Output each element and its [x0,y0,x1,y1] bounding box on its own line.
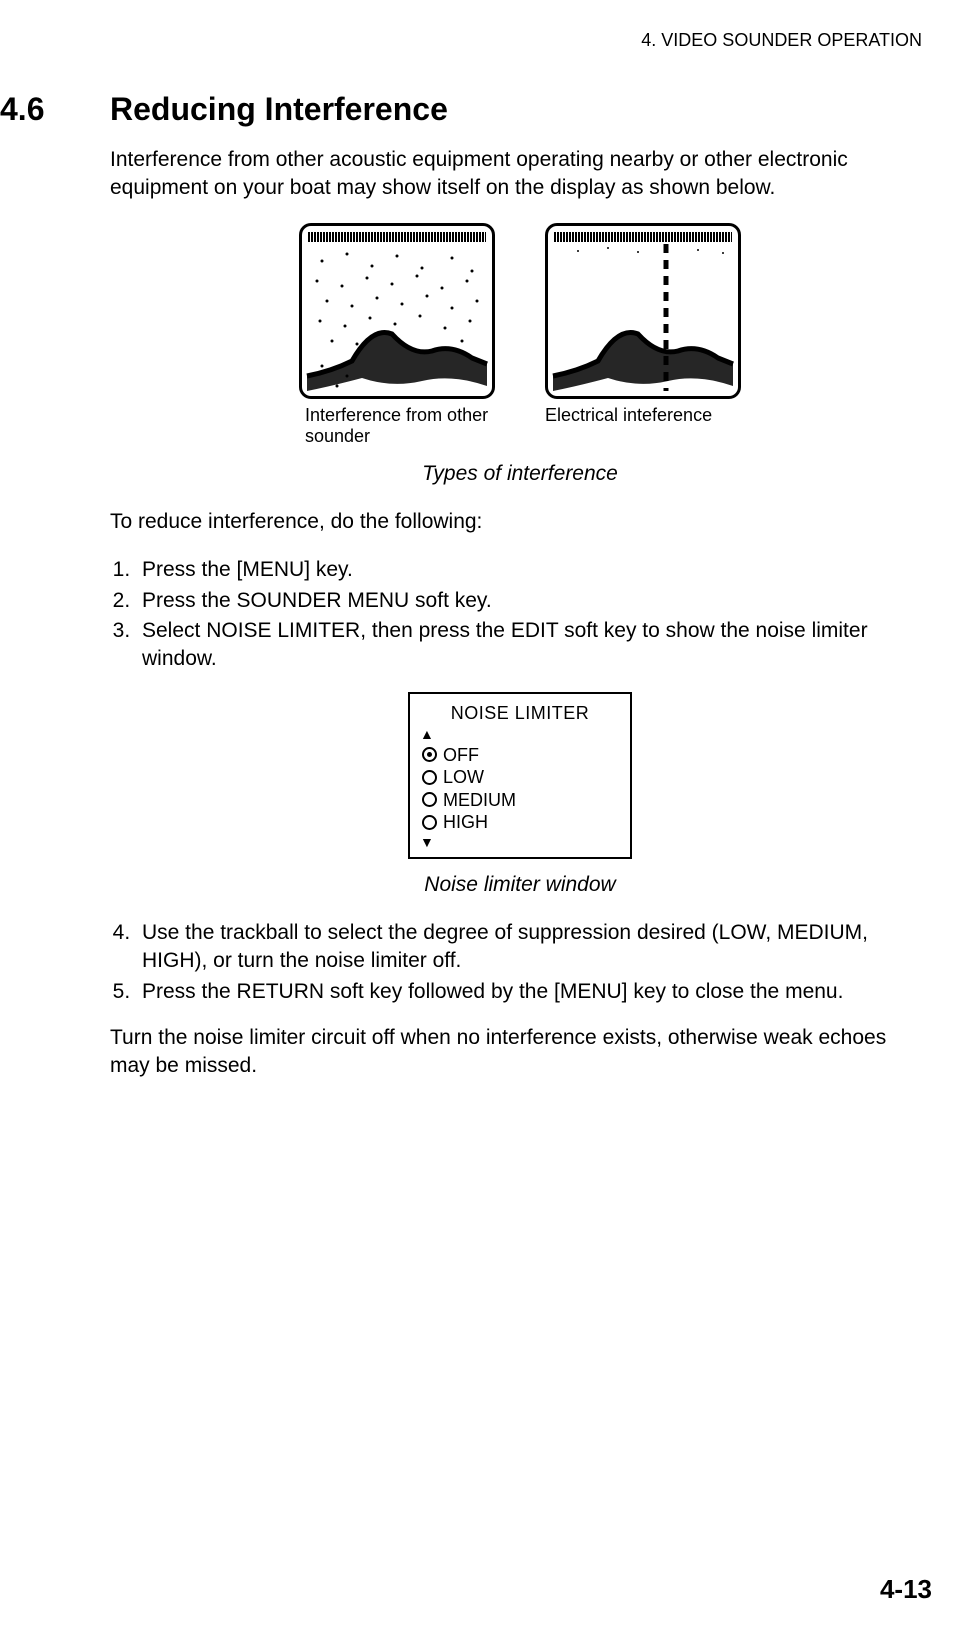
figure-left-sounder [299,223,495,399]
steps-list-a: Press the [MENU] key. Press the SOUNDER … [110,556,930,673]
figure-right-electrical [545,223,741,399]
step-5: Press the RETURN soft key followed by th… [136,978,930,1006]
radio-icon [422,792,437,807]
page-number: 4-13 [880,1574,932,1605]
menu-option-label: MEDIUM [443,789,516,812]
running-header: 4. VIDEO SOUNDER OPERATION [0,30,932,51]
steps-list-b: Use the trackball to select the degree o… [110,919,930,1006]
radio-selected-icon [422,747,437,762]
section-number: 4.6 [0,91,110,128]
noise-limiter-window: NOISE LIMITER ▲ OFF LOW MEDIUM HIGH [408,692,632,860]
step-2: Press the SOUNDER MENU soft key. [136,587,930,615]
menu-option-off[interactable]: OFF [420,744,620,767]
radio-icon [422,815,437,830]
menu-option-label: LOW [443,766,484,789]
step-4: Use the trackball to select the degree o… [136,919,930,976]
menu-option-label: HIGH [443,811,488,834]
figure-caption-left: Interference from other sounder [305,405,495,448]
step-1: Press the [MENU] key. [136,556,930,584]
radio-icon [422,770,437,785]
scroll-up-icon[interactable]: ▲ [420,726,620,744]
steps-lead: To reduce interference, do the following… [110,508,930,536]
menu-option-high[interactable]: HIGH [420,811,620,834]
menu-option-label: OFF [443,744,479,767]
section-heading: 4.6 Reducing Interference [0,91,932,128]
step-3: Select NOISE LIMITER, then press the EDI… [136,617,930,674]
menu-option-low[interactable]: LOW [420,766,620,789]
figure1-label: Types of interference [110,462,930,486]
menu-title: NOISE LIMITER [420,702,620,725]
menu-option-medium[interactable]: MEDIUM [420,789,620,812]
figure-caption-right: Electrical inteference [545,405,735,448]
section-title: Reducing Interference [110,91,448,128]
figure2-label: Noise limiter window [110,873,930,897]
closing-paragraph: Turn the noise limiter circuit off when … [110,1024,930,1081]
scroll-down-icon[interactable]: ▼ [420,834,620,852]
interference-figure [110,223,930,399]
intro-paragraph: Interference from other acoustic equipme… [110,146,930,203]
